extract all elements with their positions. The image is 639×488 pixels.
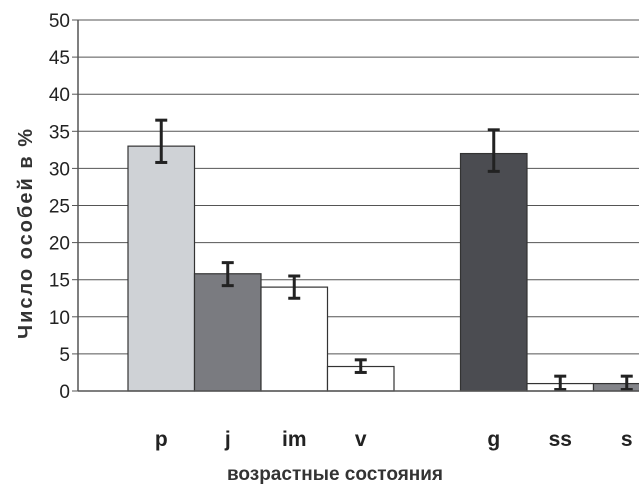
bar-im xyxy=(260,286,329,392)
bar-g xyxy=(459,152,528,392)
bar-p xyxy=(127,145,196,392)
y-tick-label: 25 xyxy=(49,197,70,218)
x-tick-label-v: v xyxy=(355,428,367,451)
y-tick-label: 45 xyxy=(49,48,70,69)
x-tick-label-ss: ss xyxy=(549,428,572,451)
x-tick-label-p: p xyxy=(155,428,168,451)
y-tick-labels: 0 5 10 15 20 25 30 35 40 45 50 xyxy=(49,11,70,403)
y-tick-label: 5 xyxy=(59,345,70,366)
y-tick-label: 30 xyxy=(49,159,70,180)
x-tick-label-im: im xyxy=(282,428,307,451)
y-tick-label: 35 xyxy=(49,122,70,143)
y-tick-label: 10 xyxy=(49,308,70,329)
y-tick-label: 15 xyxy=(49,271,70,292)
y-axis-title: Число особей в % xyxy=(15,127,37,339)
bar-j xyxy=(193,273,262,392)
x-tick-label-g: g xyxy=(487,428,500,451)
x-tick-label-j: j xyxy=(224,428,231,451)
x-tick-label-s: s xyxy=(621,428,633,451)
y-tick-label: 0 xyxy=(59,382,70,403)
bars xyxy=(127,145,639,392)
y-tick-label: 50 xyxy=(49,11,70,32)
x-tick-labels: p j im v g ss s xyxy=(155,428,633,451)
y-tick-label: 40 xyxy=(49,85,70,106)
x-axis-title: возрастные состояния xyxy=(227,464,443,485)
y-tick-label: 20 xyxy=(49,234,70,255)
error-bars xyxy=(155,118,633,392)
